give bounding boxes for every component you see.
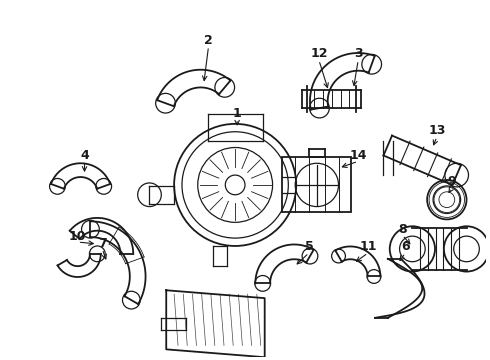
Text: 13: 13 xyxy=(428,124,446,137)
Text: 5: 5 xyxy=(305,240,314,253)
Text: 12: 12 xyxy=(310,48,328,60)
Text: 2: 2 xyxy=(204,34,213,47)
Text: 10: 10 xyxy=(69,230,86,243)
Text: 1: 1 xyxy=(233,107,242,120)
Text: 11: 11 xyxy=(359,240,377,253)
Bar xyxy=(282,157,351,212)
Text: 3: 3 xyxy=(354,48,363,60)
Text: 4: 4 xyxy=(80,149,89,162)
Text: 9: 9 xyxy=(447,175,456,189)
Text: 14: 14 xyxy=(349,149,367,162)
Text: 6: 6 xyxy=(401,240,410,253)
Text: 8: 8 xyxy=(398,223,407,236)
Text: 7: 7 xyxy=(98,237,107,249)
